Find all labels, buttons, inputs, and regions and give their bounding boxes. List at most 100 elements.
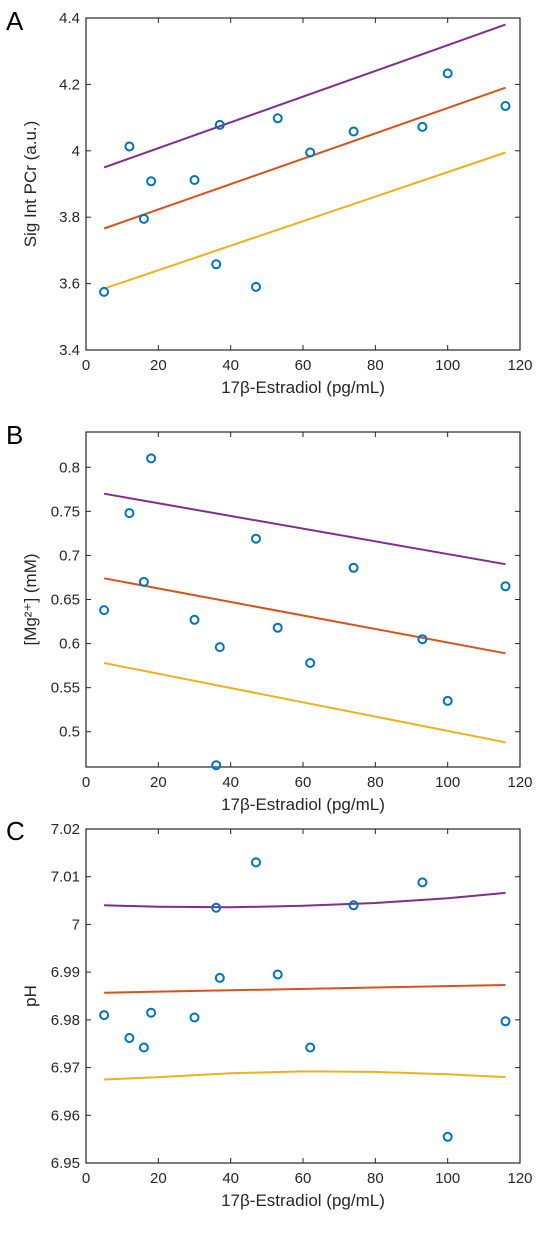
x-tick-label: 80 <box>367 1170 384 1187</box>
regression-fit-line <box>103 86 506 230</box>
data-point <box>442 68 453 79</box>
y-tick-label: 0.7 <box>59 547 80 564</box>
data-point <box>417 121 428 132</box>
upper-confidence-line <box>103 492 506 566</box>
data-point <box>138 576 149 587</box>
y-tick-label: 0.8 <box>59 459 80 476</box>
data-point <box>272 622 283 633</box>
data-point <box>189 614 200 625</box>
chart-panel-b: B 0 20 40 60 80 100 120 0.5 0.55 0.6 0.65 0.7 0.75 0.8… <box>6 420 533 814</box>
x-tick-label: 20 <box>150 357 167 374</box>
x-tick-label: 40 <box>222 357 239 374</box>
data-point <box>99 1010 110 1021</box>
data-point <box>214 642 225 653</box>
data-point <box>138 1042 149 1053</box>
y-tick-label: 6.98 <box>51 1012 80 1029</box>
x-tick-label: 120 <box>507 357 532 374</box>
regression-fit-line <box>104 984 506 994</box>
x-axis-label: 17β-Estradiol (pg/mL) <box>221 1191 385 1210</box>
data-point <box>146 176 157 187</box>
y-tick-label: 4 <box>72 143 80 160</box>
axes-box <box>85 17 521 351</box>
y-tick-label: 4.4 <box>59 10 80 27</box>
x-tick-label: 40 <box>222 774 239 791</box>
y-axis-label: Sig Int PCr (a.u.) <box>21 121 40 248</box>
x-tick-label: 0 <box>82 1170 90 1187</box>
panel-letter: A <box>6 6 24 36</box>
lower-confidence-line <box>104 1070 506 1081</box>
y-axis-label: [Mg²⁺] (mM) <box>21 553 40 645</box>
data-point <box>214 972 225 983</box>
lower-confidence-line <box>103 662 506 744</box>
y-tick-label: 3.6 <box>59 276 80 293</box>
y-tick-label: 7.01 <box>51 869 80 886</box>
y-tick-label: 6.97 <box>51 1060 80 1077</box>
data-point <box>442 1131 453 1142</box>
y-tick-label: 0.6 <box>59 636 80 653</box>
panel-letter: C <box>6 816 25 846</box>
upper-confidence-line <box>104 891 506 909</box>
data-point <box>214 119 225 130</box>
data-point <box>251 533 261 544</box>
data-point <box>189 1012 200 1023</box>
data-point <box>272 969 283 980</box>
data-point <box>251 281 261 292</box>
y-tick-label: 6.95 <box>51 1155 80 1172</box>
y-tick-label: 0.55 <box>51 680 80 697</box>
data-point <box>442 695 453 706</box>
x-tick-label: 0 <box>82 774 90 791</box>
x-tick-label: 120 <box>507 774 532 791</box>
panel-letter: B <box>6 420 23 450</box>
y-tick-label: 6.99 <box>51 964 80 981</box>
x-axis-label: 17β-Estradiol (pg/mL) <box>221 795 385 814</box>
x-tick-label: 60 <box>295 774 312 791</box>
y-tick-label: 0.75 <box>51 503 80 520</box>
data-point <box>500 101 511 111</box>
data-point <box>500 581 511 592</box>
data-point <box>348 900 359 911</box>
data-point <box>348 562 359 573</box>
x-tick-label: 20 <box>150 1170 167 1187</box>
chart-panel-a: A 0 20 40 60 80 100 120 3.4 3.6 3.8 4 4.2 4.4 17β-Estr… <box>6 6 533 397</box>
y-tick-label: 3.8 <box>59 209 80 226</box>
data-point <box>146 453 157 464</box>
x-axis-label: 17β-Estradiol (pg/mL) <box>221 378 385 397</box>
lower-confidence-line <box>103 151 506 290</box>
x-tick-label: 100 <box>435 1170 460 1187</box>
y-tick-label: 0.5 <box>59 724 80 741</box>
y-tick-label: 6.96 <box>51 1107 80 1124</box>
data-point <box>211 259 222 270</box>
axes-box <box>85 828 521 1164</box>
data-point <box>189 175 200 185</box>
data-point <box>99 605 110 616</box>
data-point <box>211 760 222 771</box>
y-tick-label: 3.4 <box>59 342 80 359</box>
y-axis-label: pH <box>21 985 40 1007</box>
data-point <box>417 877 428 888</box>
data-point <box>124 1033 135 1043</box>
data-point <box>124 508 135 519</box>
y-tick-label: 0.65 <box>51 592 80 609</box>
axes-box <box>85 431 521 768</box>
x-tick-label: 120 <box>507 1170 532 1187</box>
x-tick-label: 40 <box>222 1170 239 1187</box>
data-point <box>146 1007 157 1018</box>
y-tick-label: 7 <box>72 916 80 933</box>
data-point <box>500 1016 511 1027</box>
x-tick-label: 60 <box>295 1170 312 1187</box>
y-tick-label: 7.02 <box>51 821 80 838</box>
x-tick-label: 100 <box>435 774 460 791</box>
data-point <box>305 1042 316 1053</box>
x-tick-label: 80 <box>367 774 384 791</box>
data-point <box>211 902 222 913</box>
data-point <box>348 126 359 137</box>
regression-fit-line <box>103 577 506 655</box>
x-tick-label: 0 <box>82 357 90 374</box>
x-tick-label: 60 <box>295 357 312 374</box>
data-point <box>251 857 261 868</box>
chart-panel-c: C 0 20 40 60 80 100 120 6.95 6.96 6.97 6.98 6.99 7 7.0… <box>6 816 533 1210</box>
upper-confidence-line <box>103 23 506 169</box>
data-point <box>138 213 149 224</box>
data-point <box>124 141 135 152</box>
